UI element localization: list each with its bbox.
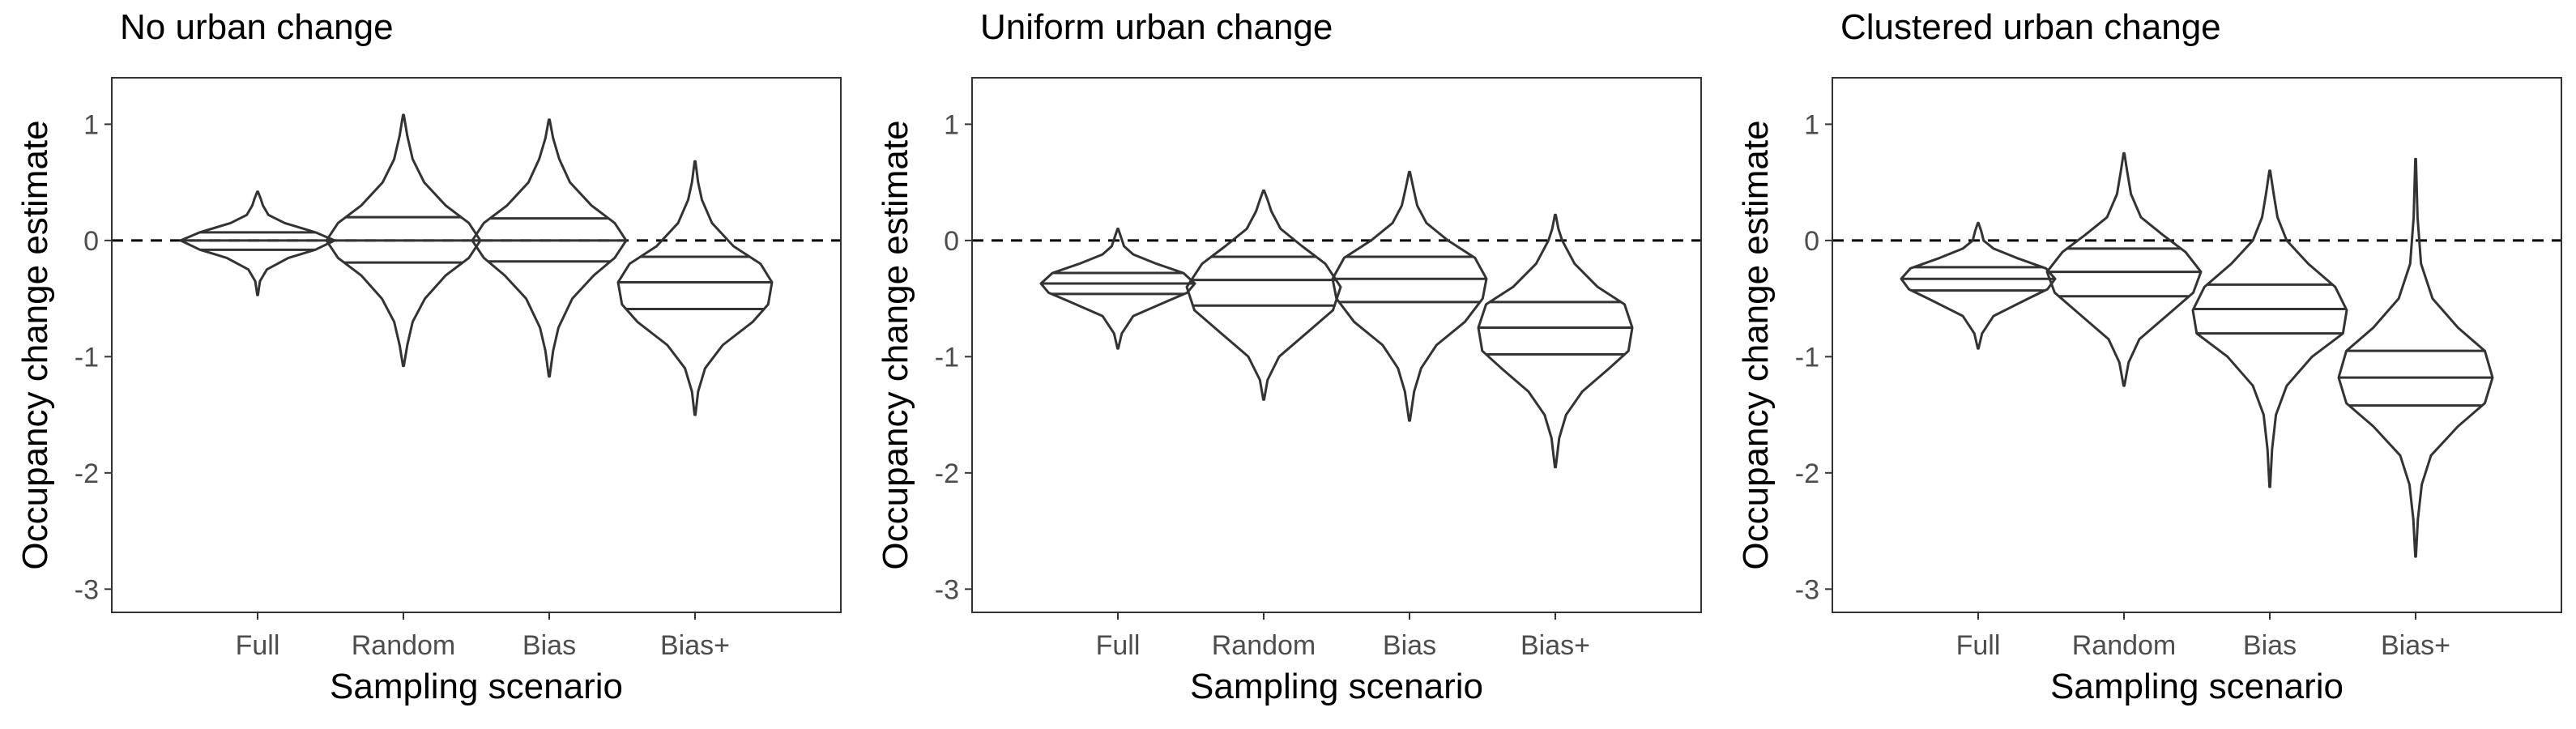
y-tick-label: 1 <box>1804 109 1819 140</box>
y-tick-label: 0 <box>1804 226 1819 257</box>
x-tick-label: Random <box>352 630 456 661</box>
violin-bias <box>471 118 628 378</box>
violin-bias <box>1331 170 1488 422</box>
y-tick-label: -1 <box>75 342 99 373</box>
panel-title: Clustered urban change <box>1840 7 2221 47</box>
violin-full <box>1039 228 1196 350</box>
y-tick-label: -3 <box>935 574 959 605</box>
violin-bias-plus <box>2337 157 2494 558</box>
panel-0: No urban change Occupancy change estimate… <box>15 7 842 706</box>
y-tick-label: -3 <box>1795 574 1819 605</box>
y-tick-label: -2 <box>1795 458 1819 489</box>
panel-1: Uniform urban change Occupancy change est… <box>876 7 1702 706</box>
x-tick-label: Random <box>2072 630 2177 661</box>
violin-full <box>179 190 336 296</box>
x-tick-label: Full <box>236 630 280 661</box>
violin-bias-plus <box>616 160 774 416</box>
plot-border <box>111 77 842 613</box>
y-tick-label: -2 <box>935 458 959 489</box>
panel-2: Clustered urban change Occupancy change e… <box>1736 7 2562 706</box>
y-tick-label: 1 <box>944 109 959 140</box>
violin-random <box>2045 151 2203 387</box>
panel-title: Uniform urban change <box>980 7 1333 47</box>
x-tick-label: Random <box>1212 630 1316 661</box>
y-axis-label: Occupancy change estimate <box>876 120 915 569</box>
violin-full <box>1900 221 2057 350</box>
y-axis-label: Occupancy change estimate <box>15 120 55 569</box>
plot-border <box>971 77 1702 613</box>
y-tick-label: 1 <box>83 109 99 140</box>
plot-border <box>1832 77 2562 613</box>
violin-bias <box>2191 169 2348 488</box>
x-axis-label: Sampling scenario <box>1190 667 1483 706</box>
y-tick-label: -1 <box>1795 342 1819 373</box>
y-tick-label: 0 <box>83 226 99 257</box>
x-tick-label: Bias <box>2243 630 2297 661</box>
y-tick-label: 0 <box>944 226 959 257</box>
y-tick-label: -3 <box>75 574 99 605</box>
x-tick-label: Full <box>1096 630 1141 661</box>
x-tick-label: Full <box>1956 630 2001 661</box>
x-tick-label: Bias <box>522 630 576 661</box>
y-axis-label: Occupancy change estimate <box>1736 120 1776 569</box>
x-tick-label: Bias+ <box>660 630 730 661</box>
panel-title: No urban change <box>120 7 394 47</box>
violin-bias-plus <box>1477 213 1634 469</box>
x-tick-label: Bias+ <box>2381 630 2450 661</box>
violin-random <box>325 113 482 368</box>
y-tick-label: -1 <box>935 342 959 373</box>
y-tick-label: -2 <box>75 458 99 489</box>
x-axis-label: Sampling scenario <box>2050 667 2344 706</box>
x-tick-label: Bias <box>1383 630 1436 661</box>
x-axis-label: Sampling scenario <box>330 667 623 706</box>
violin-random <box>1185 189 1342 401</box>
x-tick-label: Bias+ <box>1520 630 1590 661</box>
